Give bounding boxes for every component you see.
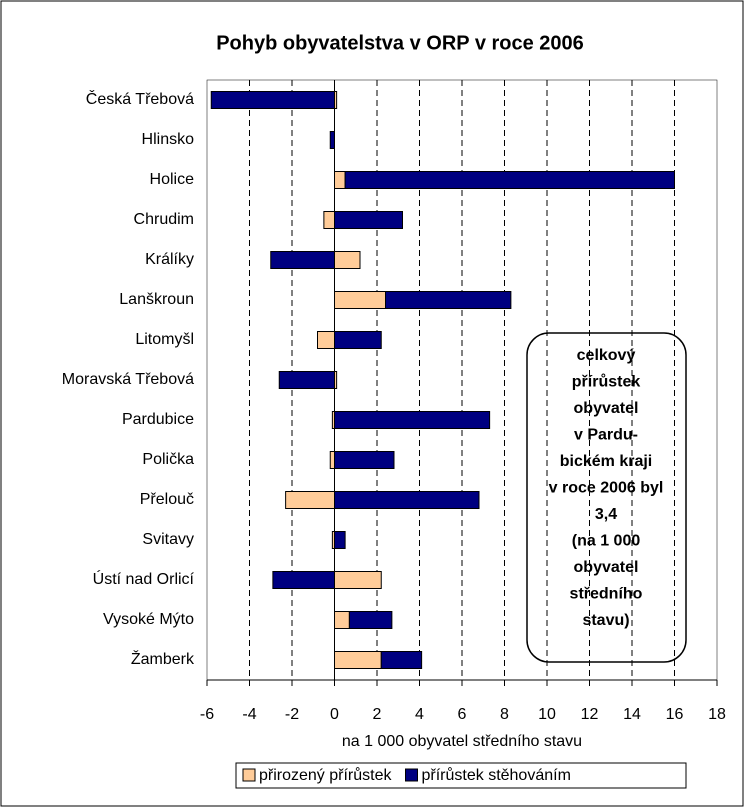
- x-axis-title: na 1 000 obyvatel středního stavu: [342, 733, 582, 750]
- annotation-line: stavu): [582, 612, 629, 629]
- y-tick-label: Hlinsko: [142, 131, 195, 148]
- x-tick-label: 12: [581, 706, 599, 723]
- annotation-line: v roce 2006 byl: [549, 480, 664, 497]
- x-tick-label: 0: [330, 706, 339, 723]
- y-tick-label: Ústí nad Orlicí: [93, 569, 195, 588]
- x-tick-label: 8: [500, 706, 509, 723]
- bar: [348, 611, 393, 629]
- bar: [329, 131, 335, 149]
- legend-label: přirozený přírůstek: [259, 766, 392, 784]
- x-tick-label: 14: [623, 706, 641, 723]
- bar: [334, 491, 480, 509]
- y-tick-label: Vysoké Mýto: [103, 611, 194, 628]
- annotation-line: (na 1 000: [572, 533, 641, 550]
- x-tick-label: -4: [242, 706, 256, 723]
- legend-swatch: [405, 768, 418, 782]
- annotation-line: středního: [570, 586, 643, 603]
- annotation-line: obyvatel: [574, 400, 639, 417]
- bar: [323, 211, 335, 229]
- bar: [334, 171, 346, 189]
- y-tick-label: Polička: [142, 451, 194, 468]
- x-tick-label: 16: [666, 706, 684, 723]
- bar: [334, 211, 403, 229]
- annotation-line: obyvatel: [574, 559, 639, 576]
- bar: [270, 251, 335, 269]
- bar: [272, 571, 335, 589]
- y-tick-label: Česká Třebová: [86, 89, 194, 108]
- x-tick-label: 10: [538, 706, 556, 723]
- y-tick-label: Chrudim: [134, 211, 194, 228]
- y-tick-label: Žamberk: [131, 649, 195, 668]
- chart-title: Pohyb obyvatelstva v ORP v roce 2006: [216, 32, 584, 54]
- legend: [235, 762, 687, 789]
- y-tick-label: Moravská Třebová: [62, 371, 194, 388]
- bar: [344, 171, 675, 189]
- y-tick-label: Králíky: [145, 251, 194, 268]
- bar: [334, 611, 350, 629]
- y-tick-label: Holice: [150, 171, 195, 188]
- legend-swatch: [242, 768, 256, 782]
- y-tick-label: Svitavy: [142, 531, 194, 548]
- bar: [334, 331, 382, 349]
- bar: [334, 451, 395, 469]
- y-tick-label: Lanškroun: [119, 291, 194, 308]
- y-tick-label: Přelouč: [140, 491, 194, 508]
- bar: [334, 251, 361, 269]
- x-tick-label: 18: [708, 706, 726, 723]
- legend-label: přírůstek stěhováním: [422, 766, 571, 784]
- plot-frame: [206, 79, 718, 681]
- bar: [334, 291, 386, 309]
- y-tick-label: Litomyšl: [135, 331, 194, 348]
- x-tick-label: -6: [200, 706, 214, 723]
- x-tick-label: 4: [415, 706, 424, 723]
- annotation-line: v Pardu-: [574, 427, 638, 444]
- x-tick-label: 6: [458, 706, 467, 723]
- bar: [334, 651, 382, 669]
- bar: [334, 411, 491, 429]
- bar: [334, 571, 382, 589]
- x-tick-label: -2: [285, 706, 299, 723]
- annotation-line: bickém kraji: [560, 453, 653, 470]
- annotation-line: celkový: [577, 347, 636, 364]
- bar: [317, 331, 335, 349]
- bar: [385, 291, 512, 309]
- annotation-line: 3,4: [595, 506, 617, 523]
- bar: [380, 651, 423, 669]
- bar: [329, 451, 335, 469]
- bar: [334, 531, 346, 549]
- bar: [210, 91, 335, 109]
- x-tick-label: 2: [373, 706, 382, 723]
- bar: [285, 491, 335, 509]
- bar: [278, 371, 335, 389]
- y-tick-label: Pardubice: [122, 411, 194, 428]
- annotation-box: [526, 332, 687, 663]
- annotation-line: přírůstek: [572, 374, 641, 391]
